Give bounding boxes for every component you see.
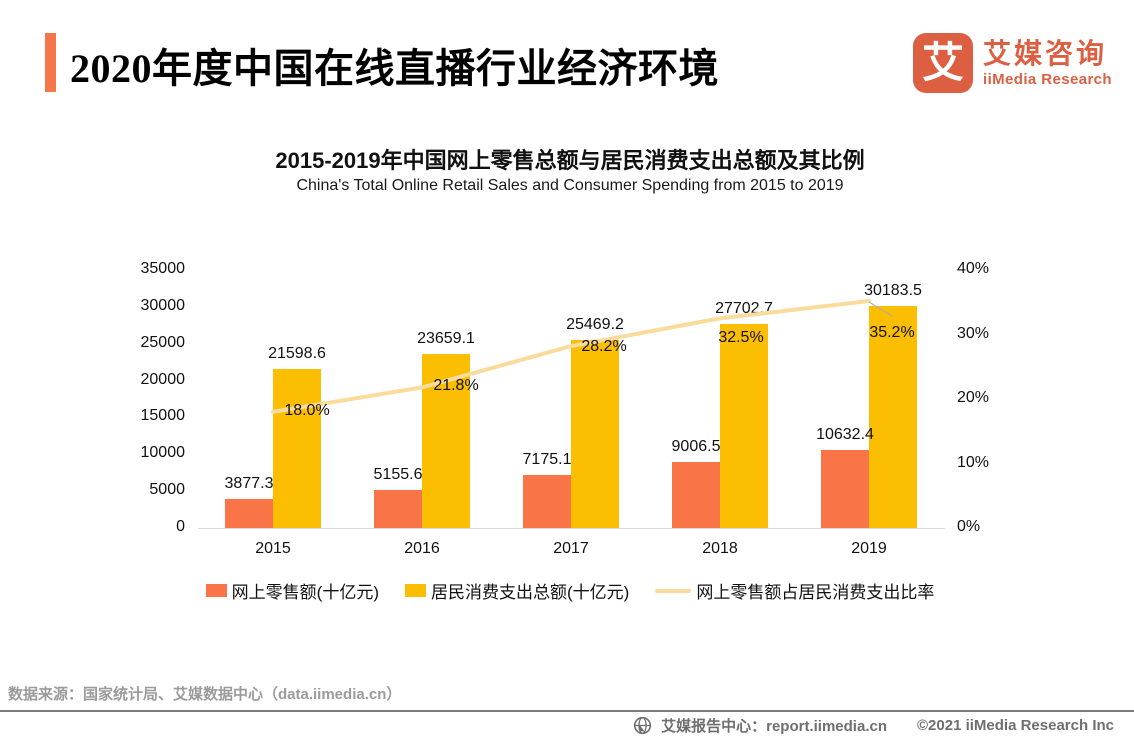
bar-value-label-consumer-spending: 27702.7	[715, 299, 773, 317]
right-axis-tick-label: 20%	[957, 389, 990, 406]
chart-legend: 网上零售额(十亿元) 居民消费支出总额(十亿元) 网上零售额占居民消费支出比率	[70, 578, 1070, 603]
footer-divider-line	[0, 710, 1134, 712]
chart-title: 2015-2019年中国网上零售总额与居民消费支出总额及其比例	[275, 148, 865, 173]
bar-value-label-online-retail: 9006.5	[671, 437, 721, 455]
logo: 艾 艾媒咨询 iiMedia Research	[913, 33, 1112, 93]
bar-online-retail	[523, 475, 571, 528]
bar-consumer-spending	[869, 305, 917, 528]
logo-text: 艾媒咨询 iiMedia Research	[983, 38, 1112, 87]
bar-value-label-online-retail: 5155.6	[373, 465, 423, 483]
bar-value-label-online-retail: 3877.3	[224, 475, 274, 493]
x-axis-category-label: 2015	[255, 540, 291, 557]
logo-mark-icon: 艾	[913, 33, 974, 93]
bar-consumer-spending	[720, 323, 768, 528]
bar-value-label-consumer-spending: 30183.5	[864, 281, 922, 299]
ratio-point-label: 35.2%	[869, 323, 915, 341]
report-center-bar: 艾媒报告中心：report.iimedia.cn ©2021 iiMedia R…	[633, 715, 1114, 736]
legend-item-ratio: 网上零售额占居民消费支出比率	[655, 578, 934, 603]
globe-cursor-icon	[634, 716, 652, 734]
x-axis-category-label: 2018	[702, 540, 738, 557]
chart-subtitle: China's Total Online Retail Sales and Co…	[296, 177, 844, 194]
bar-value-label-online-retail: 10632.4	[816, 425, 874, 443]
bar-value-label-online-retail: 7175.1	[522, 451, 572, 469]
legend-item-consumer-spending: 居民消费支出总额(十亿元)	[405, 578, 629, 603]
legend-swatch-online-retail	[205, 584, 227, 597]
bar-value-label-consumer-spending: 25469.2	[566, 316, 624, 334]
bar-online-retail	[374, 489, 422, 528]
bar-online-retail	[225, 499, 273, 528]
legend-swatch-ratio-line	[655, 588, 692, 593]
copyright-text: ©2021 iiMedia Research Inc	[917, 717, 1114, 734]
x-axis-baseline	[198, 528, 945, 529]
ratio-point-label: 21.8%	[433, 377, 479, 395]
left-axis-tick-label: 0	[176, 518, 185, 535]
x-axis-category-label: 2017	[553, 540, 589, 557]
x-axis-category-label: 2016	[404, 540, 440, 557]
right-axis-tick-label: 30%	[957, 324, 990, 342]
x-axis-category-label: 2019	[851, 540, 887, 557]
report-site-text: 艾媒报告中心：report.iimedia.cn	[661, 718, 887, 735]
left-axis-tick-label: 20000	[140, 370, 186, 388]
legend-label-consumer-spending: 居民消费支出总额(十亿元)	[431, 583, 630, 602]
bar-consumer-spending	[273, 368, 321, 528]
ratio-point-label: 18.0%	[284, 401, 330, 419]
page-title: 2020年度中国在线直播行业经济环境	[70, 46, 719, 91]
left-axis-tick-label: 10000	[140, 444, 186, 462]
left-axis-tick-label: 25000	[140, 333, 186, 351]
bar-online-retail	[672, 461, 720, 528]
bar-value-label-consumer-spending: 21598.6	[268, 344, 326, 362]
right-axis-tick-label: 40%	[957, 260, 990, 277]
legend-label-ratio: 网上零售额占居民消费支出比率	[696, 583, 935, 602]
left-axis-tick-label: 30000	[140, 296, 186, 314]
bar-online-retail	[821, 449, 869, 528]
ratio-point-label: 28.2%	[581, 338, 627, 356]
bar-value-label-consumer-spending: 23659.1	[417, 329, 475, 347]
left-axis-tick-label: 35000	[140, 260, 186, 277]
header-accent-bar	[45, 33, 56, 92]
ratio-point-label: 32.5%	[718, 329, 764, 347]
right-axis-tick-label: 10%	[957, 453, 990, 471]
logo-name-cn: 艾媒咨询	[983, 38, 1108, 70]
left-axis-tick-label: 5000	[149, 481, 185, 499]
legend-item-online-retail: 网上零售额(十亿元)	[205, 578, 379, 603]
legend-label-online-retail: 网上零售额(十亿元)	[231, 583, 379, 602]
right-axis-tick-label: 0%	[957, 518, 981, 535]
logo-name-en: iiMedia Research	[983, 70, 1112, 88]
left-axis-tick-label: 15000	[140, 407, 186, 425]
legend-swatch-consumer-spending	[405, 584, 426, 597]
bar-consumer-spending	[571, 340, 619, 528]
data-source-note: 数据来源：国家统计局、艾媒数据中心（data.iimedia.cn）	[8, 686, 402, 703]
